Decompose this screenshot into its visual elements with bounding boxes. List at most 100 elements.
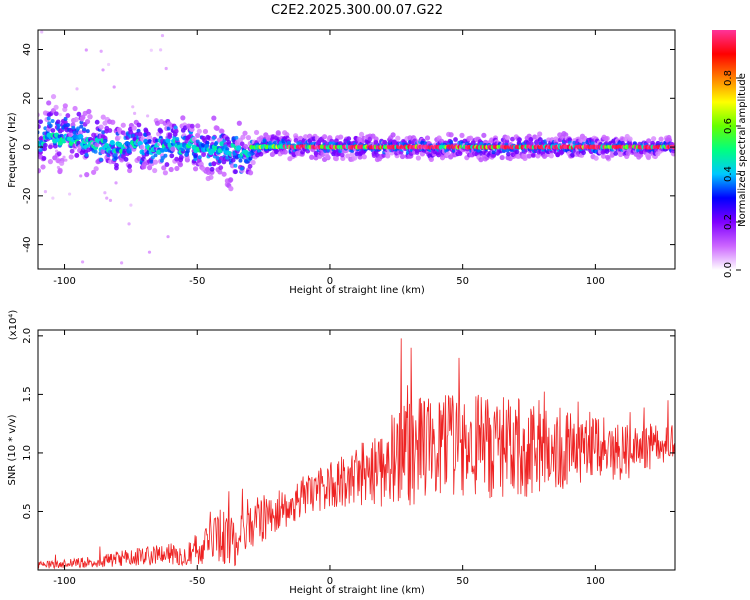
snr-xtick-label: 50: [456, 576, 469, 587]
heatmap-point: [65, 113, 71, 118]
heatmap-point: [180, 147, 185, 152]
heatmap-point: [155, 138, 160, 143]
heatmap-point: [68, 154, 74, 160]
heatmap-point: [195, 132, 201, 138]
heatmap-point: [239, 141, 245, 147]
heatmap-point: [50, 93, 57, 100]
heatmap-point: [137, 140, 143, 146]
heatmap-point: [439, 155, 446, 161]
heatmap-point: [162, 170, 169, 176]
heatmap-point: [164, 162, 170, 167]
heatmap-point: [646, 138, 652, 144]
heatmap-point: [262, 139, 267, 144]
heatmap-point: [245, 135, 252, 141]
heatmap-point: [98, 124, 104, 130]
heatmap-point: [74, 152, 80, 158]
heatmap-point: [258, 151, 264, 157]
heatmap-point: [66, 122, 71, 127]
heatmap-point: [173, 128, 179, 134]
heatmap-point: [71, 125, 76, 130]
heatmap-point: [202, 128, 209, 135]
heatmap-point: [201, 152, 206, 158]
heatmap-point: [352, 155, 358, 161]
heatmap-point: [131, 125, 137, 131]
colorbar-tick-label: 0.4: [723, 166, 734, 182]
snr-ytick-label: 1.5: [22, 386, 33, 402]
heatmap-point: [84, 118, 91, 125]
heatmap-point: [339, 152, 345, 158]
heatmap-point: [221, 171, 227, 177]
heatmap-point: [449, 139, 454, 144]
heatmap-point: [38, 136, 44, 142]
colorbar-tick-label: 0.6: [723, 118, 734, 134]
heatmap-point: [166, 235, 170, 239]
spectrogram-ytick-label: -40: [22, 236, 33, 252]
heatmap-point: [86, 108, 92, 115]
heatmap-point: [114, 155, 119, 160]
heatmap-point: [250, 159, 256, 166]
heatmap-point: [627, 136, 633, 142]
heatmap-point: [46, 100, 52, 106]
heatmap-point: [110, 119, 116, 125]
snr-xlabel: Height of straight line (km): [289, 585, 425, 596]
heatmap-point: [73, 116, 79, 123]
heatmap-point: [333, 155, 339, 162]
heatmap-point: [79, 116, 85, 122]
heatmap-point: [58, 113, 62, 117]
heatmap-point: [195, 139, 200, 144]
heatmap-point: [349, 151, 355, 157]
heatmap-point: [55, 119, 61, 125]
heatmap-point: [504, 135, 511, 141]
heatmap-point: [87, 114, 93, 120]
heatmap-point: [170, 146, 176, 152]
heatmap-point: [47, 159, 54, 165]
heatmap-point: [152, 159, 159, 165]
heatmap-point: [79, 174, 83, 178]
heatmap-point: [233, 163, 238, 168]
heatmap-point: [56, 123, 61, 128]
heatmap-point: [381, 153, 387, 158]
heatmap-point: [48, 123, 53, 128]
heatmap-point: [666, 137, 673, 143]
heatmap-point: [147, 165, 153, 171]
heatmap-point: [150, 155, 155, 160]
heatmap-point: [38, 168, 42, 174]
heatmap-point: [38, 124, 41, 129]
heatmap-point: [91, 169, 97, 175]
heatmap-point: [79, 120, 84, 125]
heatmap-point: [127, 167, 133, 174]
heatmap-point: [247, 170, 254, 176]
heatmap-point: [193, 154, 198, 159]
heatmap-point: [147, 135, 153, 141]
heatmap-point: [234, 135, 239, 140]
heatmap-point: [424, 135, 431, 141]
heatmap-point: [165, 138, 171, 144]
spectrogram-ytick-label: 40: [22, 43, 33, 56]
heatmap-point: [175, 137, 180, 142]
heatmap-point: [159, 158, 164, 163]
heatmap-point: [373, 136, 379, 142]
spectrogram-frame: [37, 29, 676, 270]
heatmap-point: [613, 151, 619, 156]
heatmap-point: [62, 103, 68, 109]
heatmap-point: [197, 155, 202, 160]
heatmap-point: [205, 140, 210, 145]
heatmap-point: [99, 49, 103, 53]
heatmap-point: [620, 140, 625, 146]
heatmap-point: [537, 131, 543, 137]
heatmap-point: [143, 132, 148, 137]
heatmap-point: [137, 131, 143, 137]
heatmap-point: [84, 48, 88, 52]
snr-ytick-label: 1.0: [22, 445, 33, 461]
heatmap-point: [346, 136, 352, 142]
colorbar-ticks: 0.0 0.2 0.4 0.6 0.8: [723, 70, 741, 278]
heatmap-point: [238, 158, 243, 163]
heatmap-point: [415, 155, 421, 161]
heatmap-point: [53, 104, 59, 110]
heatmap-point: [76, 126, 81, 131]
heatmap-point: [243, 144, 249, 150]
heatmap-point: [581, 150, 586, 156]
spectrogram-ytick-label: 20: [22, 92, 33, 105]
heatmap-point: [481, 132, 487, 138]
heatmap-point: [114, 162, 119, 168]
